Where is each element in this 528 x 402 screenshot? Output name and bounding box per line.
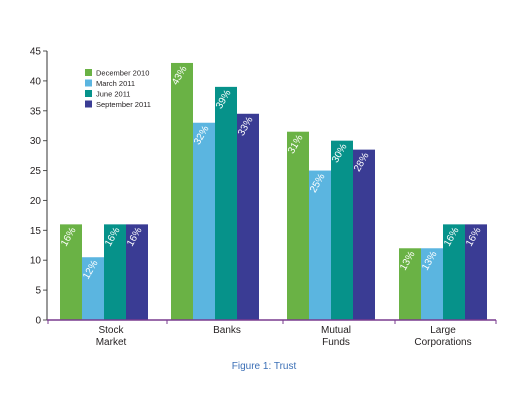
y-tick-label: 25 bbox=[30, 166, 42, 177]
axes bbox=[46, 51, 497, 324]
bar bbox=[353, 149, 375, 320]
legend-entry-label: September 2011 bbox=[96, 100, 151, 109]
bar bbox=[237, 113, 259, 321]
y-tick-label: 10 bbox=[30, 256, 42, 267]
legend-swatch bbox=[85, 79, 92, 87]
category-label: Corporations bbox=[414, 337, 471, 348]
bar bbox=[60, 224, 82, 320]
bars bbox=[60, 62, 487, 321]
y-axis-ticks: 0 5 10 15 20 25 30 35 40 45 bbox=[30, 47, 47, 327]
figure-caption: Figure 1: Trust bbox=[231, 361, 297, 372]
bar bbox=[399, 248, 421, 320]
bar bbox=[193, 122, 215, 320]
bar bbox=[331, 140, 353, 320]
bar bbox=[421, 248, 443, 320]
bar bbox=[443, 224, 465, 320]
legend-swatch bbox=[85, 100, 92, 108]
legend-entry-label: June 2011 bbox=[96, 90, 130, 99]
y-tick-label: 5 bbox=[35, 286, 41, 297]
y-tick-label: 30 bbox=[30, 136, 42, 147]
y-tick-label: 40 bbox=[30, 76, 42, 87]
bar bbox=[126, 224, 148, 320]
bar bbox=[287, 131, 309, 320]
y-tick-label: 45 bbox=[30, 47, 42, 58]
category-label: Banks bbox=[213, 325, 241, 336]
category-label: Large bbox=[430, 325, 456, 336]
category-label: Market bbox=[96, 337, 127, 348]
legend-entry-label: March 2011 bbox=[96, 79, 135, 88]
y-tick-label: 35 bbox=[30, 106, 42, 117]
legend-swatch bbox=[85, 69, 92, 76]
bar bbox=[215, 86, 237, 320]
category-label: Stock bbox=[98, 325, 124, 336]
bar bbox=[465, 224, 487, 320]
y-tick-label: 20 bbox=[30, 196, 42, 207]
bar bbox=[309, 170, 331, 320]
legend-swatch bbox=[85, 90, 92, 97]
bar bbox=[171, 62, 193, 320]
category-label: Funds bbox=[322, 337, 350, 348]
y-tick-label: 0 bbox=[35, 316, 41, 327]
category-label: Mutual bbox=[321, 325, 351, 336]
legend-entry-label: December 2010 bbox=[96, 69, 149, 78]
y-tick-label: 15 bbox=[30, 226, 42, 237]
bar bbox=[82, 257, 104, 320]
bar bbox=[104, 224, 126, 320]
